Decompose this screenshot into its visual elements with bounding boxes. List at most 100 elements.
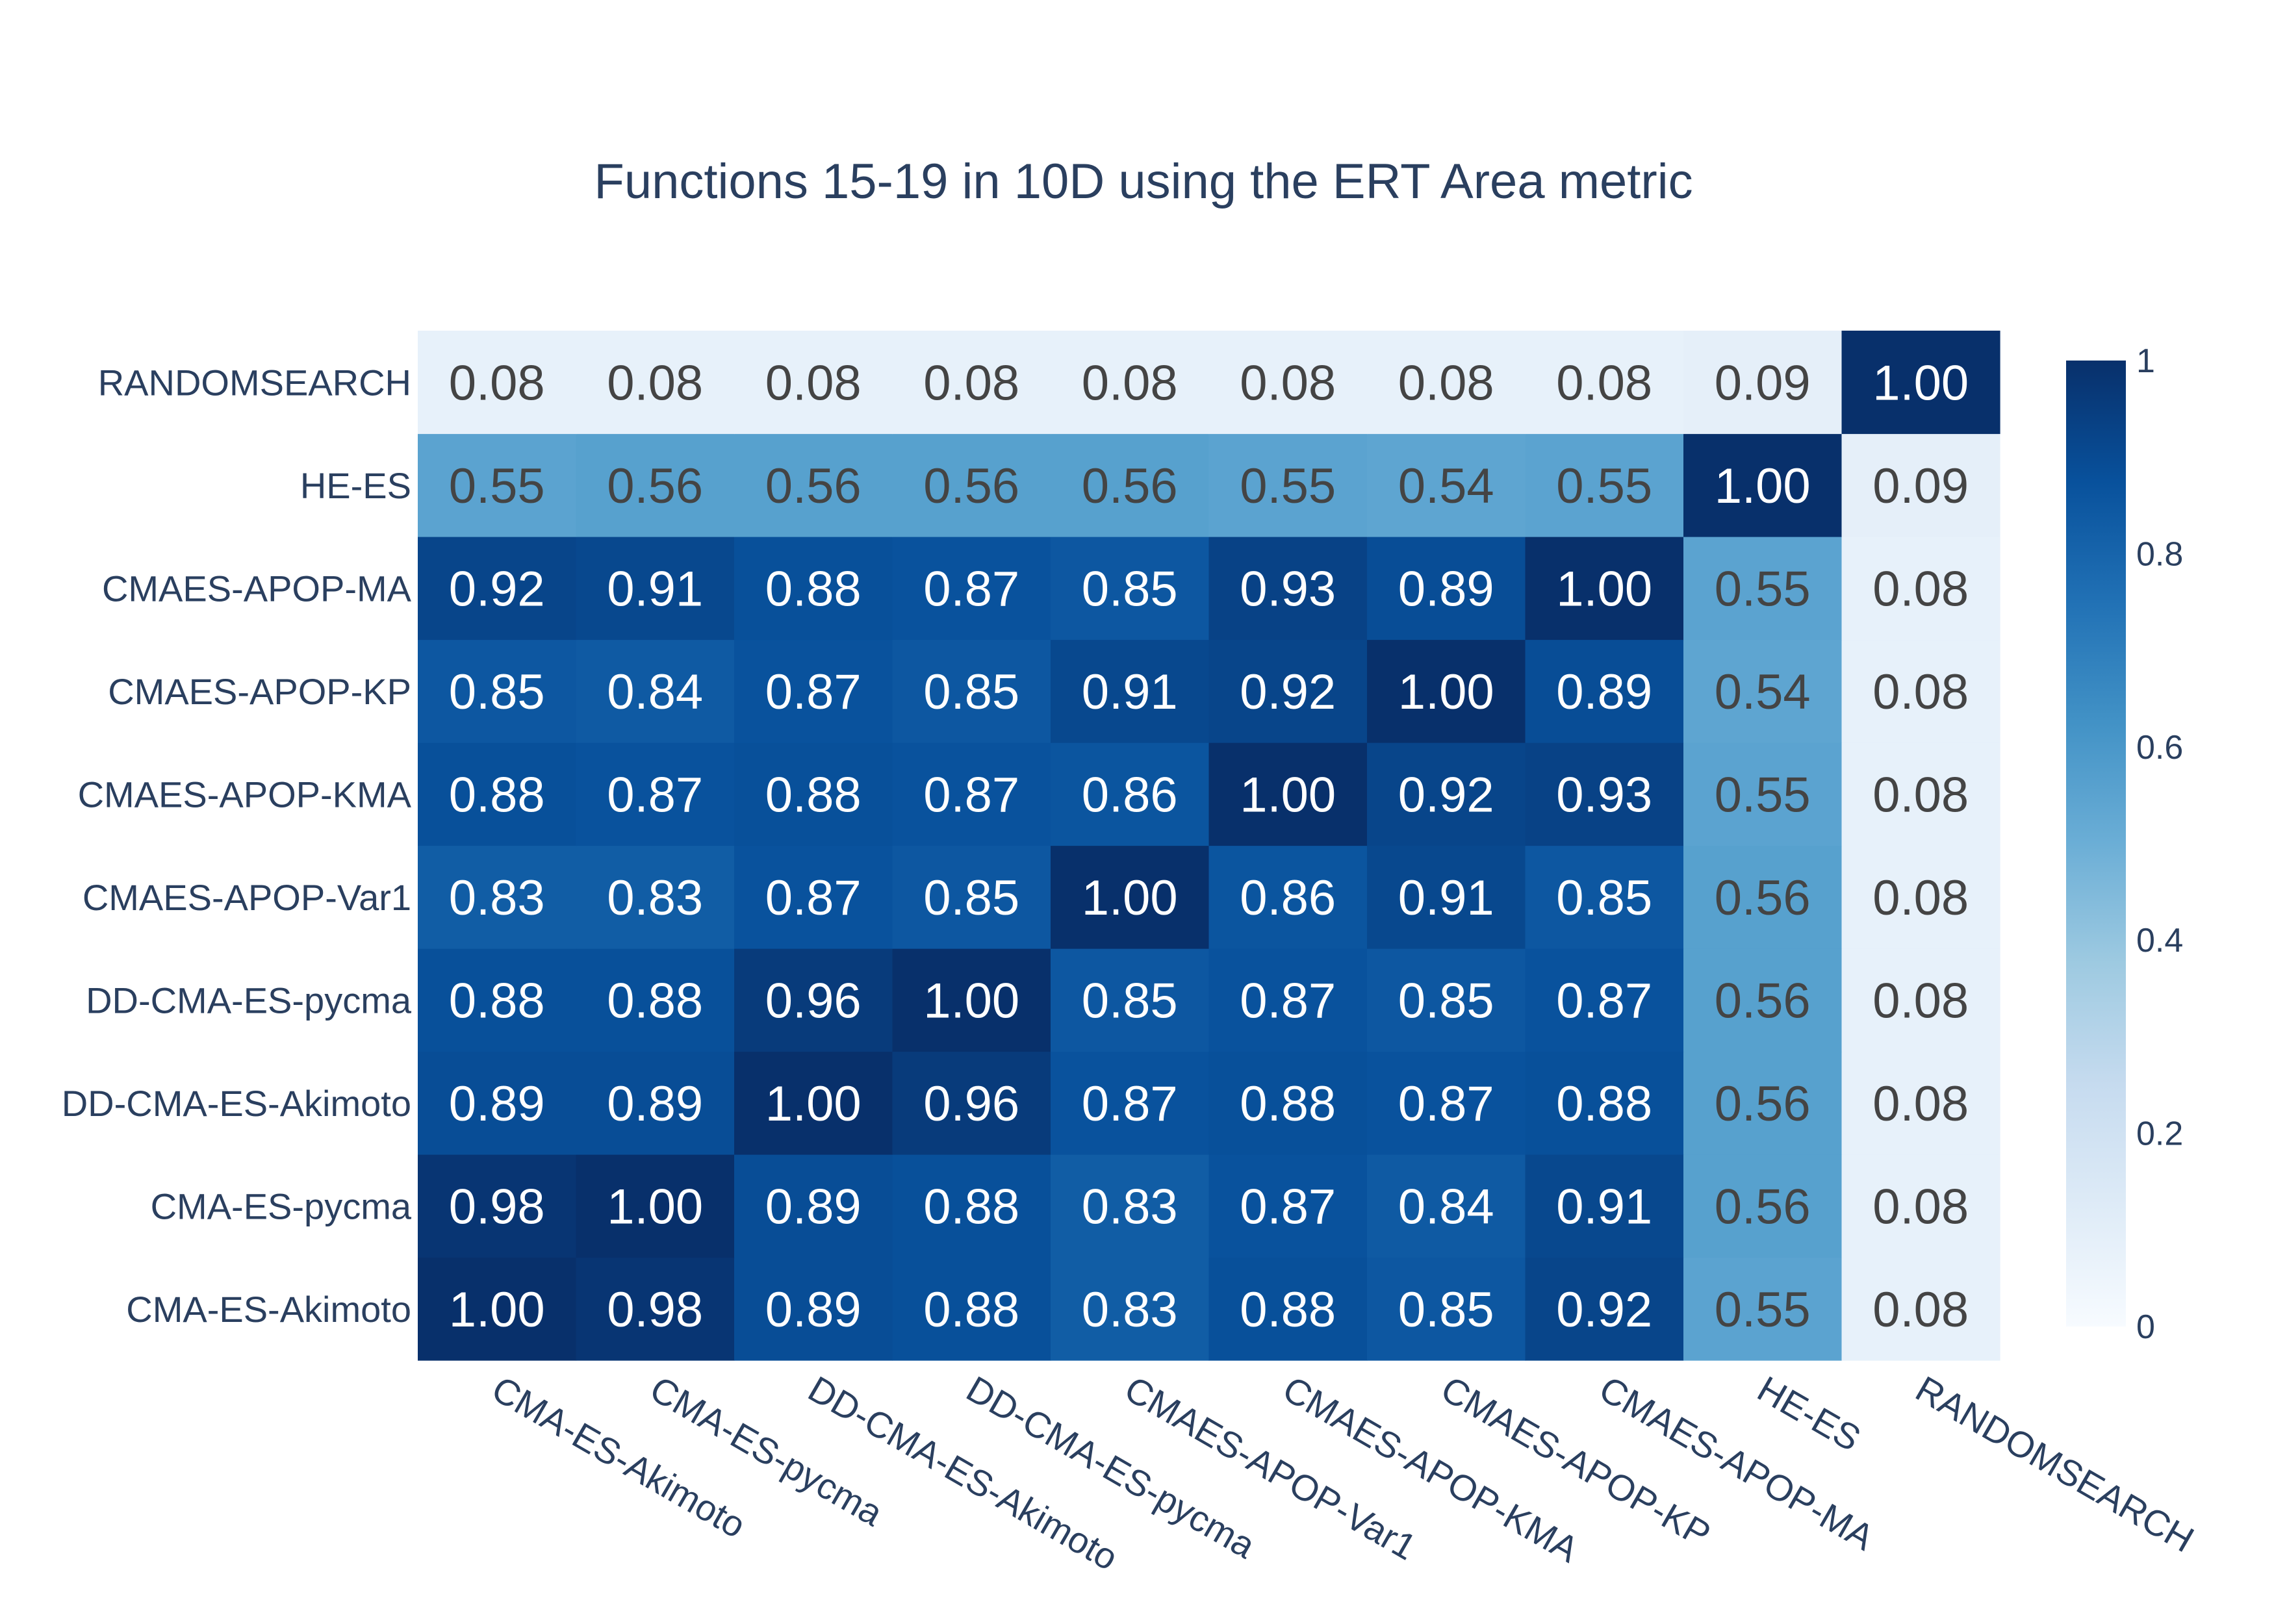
heatmap-cell (892, 331, 1051, 435)
cell-value-label: 0.83 (1082, 1282, 1178, 1338)
colorbar-tick-label: 0.6 (2136, 729, 2183, 767)
heatmap-cell (734, 1257, 893, 1361)
heatmap-cell (1841, 537, 2000, 641)
cell-value-label: 0.88 (449, 767, 545, 822)
y-tick-label: RANDOMSEARCH (98, 362, 411, 403)
cell-value-label: 0.96 (923, 1076, 1019, 1132)
colorbar-ticks: 0 0.2 0.4 0.6 0.8 1 (2136, 342, 2183, 1346)
cell-value-label: 0.88 (923, 1282, 1019, 1338)
cell-value-label: 0.56 (1715, 1179, 1811, 1234)
heatmap-cell (734, 433, 893, 537)
cell-value-label: 0.08 (1398, 355, 1494, 411)
heatmap-cell (734, 331, 893, 435)
cell-value-label: 0.98 (607, 1282, 703, 1338)
cell-value-label: 0.08 (1872, 973, 1969, 1028)
x-tick-label: CMAES-APOP-KP (1435, 1368, 1718, 1555)
heatmap-cell (734, 1154, 893, 1258)
heatmap-cell (1208, 639, 1368, 743)
y-tick-label: CMA-ES-Akimoto (126, 1289, 411, 1330)
cell-value-label: 0.09 (1872, 459, 1969, 514)
cell-value-label: 0.83 (1082, 1179, 1178, 1234)
cell-value-label: 0.92 (1556, 1282, 1652, 1338)
cell-value-label: 0.89 (1556, 665, 1652, 720)
cell-value-label: 0.91 (1556, 1179, 1652, 1234)
cell-value-label: 0.83 (449, 870, 545, 926)
cell-value-label: 0.91 (607, 561, 703, 616)
heatmap-cell (1208, 331, 1368, 435)
cell-value-label: 0.93 (1556, 767, 1652, 822)
x-tick-label: CMAES-APOP-MA (1592, 1368, 1881, 1558)
heatmap-cell (418, 537, 577, 641)
heatmap-cell (1841, 433, 2000, 537)
heatmap-cell (1208, 433, 1368, 537)
cell-value-label: 1.00 (449, 1282, 545, 1338)
colorbar-tick-label: 0 (2136, 1308, 2155, 1346)
cell-value-label: 0.08 (923, 355, 1019, 411)
heatmap-cell (1051, 742, 1210, 846)
heatmap-cell (1841, 639, 2000, 743)
heatmap-cell (418, 1257, 577, 1361)
heatmap-cell (1208, 537, 1368, 641)
cell-value-label: 0.92 (1240, 665, 1336, 720)
heatmap-cell (1051, 845, 1210, 949)
y-tick-label: CMAES-APOP-KP (108, 671, 411, 712)
cell-value-label: 1.00 (1398, 665, 1494, 720)
x-tick-label: HE-ES (1751, 1368, 1868, 1459)
cell-value-label: 0.87 (1556, 973, 1652, 1028)
heatmap-cell (418, 742, 577, 846)
heatmap-cell (892, 845, 1051, 949)
heatmap-cell (576, 1154, 735, 1258)
cell-value-label: 0.87 (1240, 973, 1336, 1028)
cell-value-label: 0.87 (765, 665, 862, 720)
heatmap-cell (1841, 742, 2000, 846)
heatmap-cell (1683, 948, 1843, 1052)
heatmap-cell (734, 845, 893, 949)
heatmap-cell (1525, 639, 1684, 743)
cell-value-label: 0.56 (765, 459, 862, 514)
heatmap-cell (1367, 1154, 1526, 1258)
cell-value-label: 0.89 (449, 1076, 545, 1132)
cell-value-label: 1.00 (607, 1179, 703, 1234)
heatmap-cell (734, 537, 893, 641)
heatmap-cell (1841, 1257, 2000, 1361)
cell-value-label: 0.08 (1872, 665, 1969, 720)
cell-value-label: 0.98 (449, 1179, 545, 1234)
heatmap-cell (1683, 331, 1843, 435)
cell-value-label: 0.88 (1240, 1076, 1336, 1132)
heatmap-cell (734, 639, 893, 743)
heatmap-cell (734, 1051, 893, 1155)
heatmap-cell (1525, 433, 1684, 537)
heatmap-cell (1367, 1051, 1526, 1155)
heatmap-cell (1051, 537, 1210, 641)
heatmap-cell (1051, 948, 1210, 1052)
heatmap-cell (1367, 845, 1526, 949)
cell-value-label: 1.00 (1240, 767, 1336, 822)
heatmap-cell (576, 845, 735, 949)
cell-value-label: 0.85 (923, 870, 1019, 926)
heatmap-cell (1525, 537, 1684, 641)
cell-value-label: 0.88 (449, 973, 545, 1028)
cell-value-label: 0.08 (1872, 1076, 1969, 1132)
cell-value-label: 0.88 (765, 561, 862, 616)
heatmap-cell (576, 639, 735, 743)
cell-value-label: 0.87 (923, 561, 1019, 616)
heatmap-cell (1367, 742, 1526, 846)
heatmap-cell (1051, 331, 1210, 435)
cell-value-label: 0.86 (1240, 870, 1336, 926)
cell-value-label: 0.09 (1715, 355, 1811, 411)
heatmap-cell (1208, 948, 1368, 1052)
heatmap-cell (1683, 742, 1843, 846)
heatmap-cell (1367, 331, 1526, 435)
cell-value-label: 0.91 (1398, 870, 1494, 926)
heatmap-cell (1208, 1154, 1368, 1258)
cell-value-label: 0.92 (449, 561, 545, 616)
cell-value-label: 0.84 (1398, 1179, 1494, 1234)
cell-value-label: 0.85 (1082, 973, 1178, 1028)
heatmap-cell (576, 948, 735, 1052)
y-tick-label: CMA-ES-pycma (151, 1186, 412, 1226)
cell-value-label: 0.08 (1872, 1282, 1969, 1338)
heatmap-cell (1683, 537, 1843, 641)
heatmap-cell (418, 1154, 577, 1258)
cell-value-label: 0.87 (765, 870, 862, 926)
chart-title: Functions 15-19 in 10D using the ERT Are… (594, 154, 1693, 209)
